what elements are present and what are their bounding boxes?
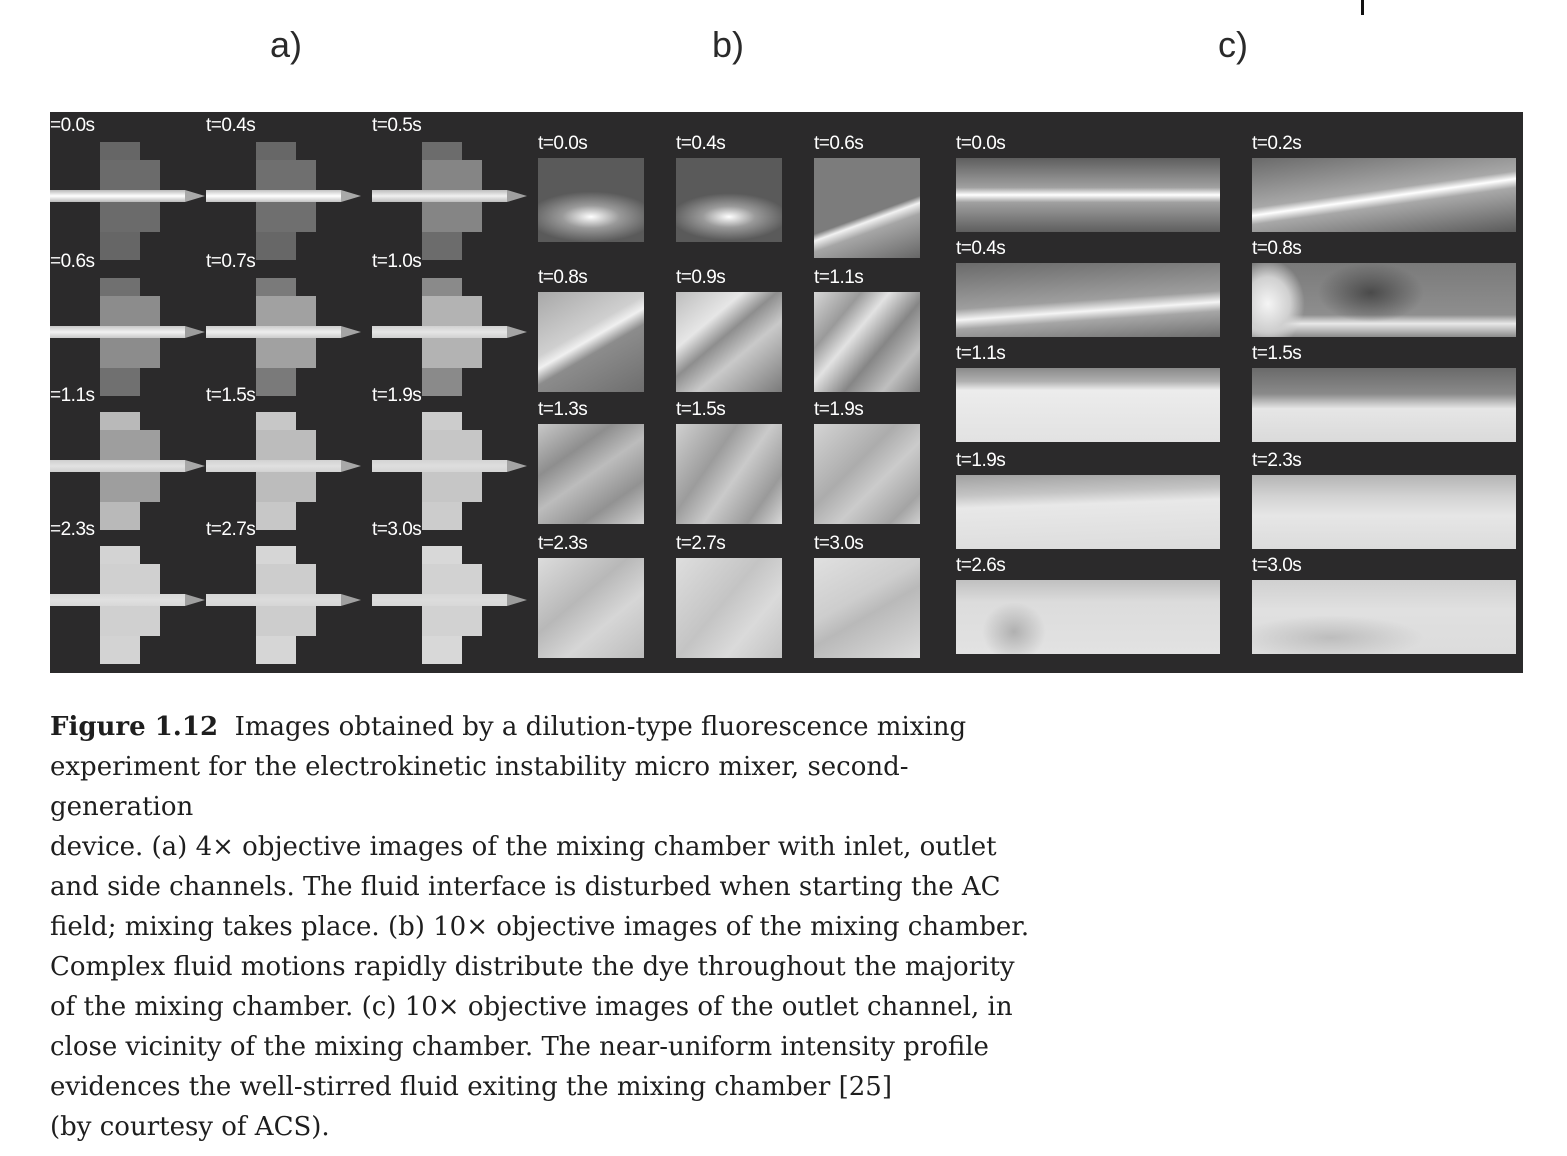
time-label: t=3.0s [1252, 555, 1302, 576]
caption-line: Figure 1.12 Images obtained by a dilutio… [50, 707, 1050, 747]
chamber-image [676, 158, 782, 242]
time-label: t=0.9s [676, 267, 726, 288]
figure-image-panel: =0.0s t=0.4s t=0.5s =0.6s [50, 112, 1523, 673]
time-label: t=2.6s [956, 555, 1006, 576]
chamber-image [372, 278, 542, 396]
page-corner-mark [1361, 0, 1364, 15]
time-label: t=2.3s [1252, 450, 1302, 471]
caption-line: (by courtesy of ACS). [50, 1112, 330, 1142]
time-label: t=1.9s [814, 399, 864, 420]
outlet-channel-image [956, 263, 1220, 337]
outlet-channel-image [956, 368, 1220, 442]
chamber-image [814, 292, 920, 392]
figure-caption: Figure 1.12 Images obtained by a dilutio… [50, 707, 1050, 1147]
time-label: t=0.7s [206, 251, 256, 272]
time-label: t=3.0s [814, 533, 864, 554]
time-label: =1.1s [50, 385, 95, 406]
time-label: t=2.7s [206, 519, 256, 540]
chamber-image [206, 412, 376, 530]
time-label: t=0.4s [676, 133, 726, 154]
time-label: =2.3s [50, 519, 95, 540]
time-label: t=0.8s [1252, 238, 1302, 259]
chamber-image [50, 412, 220, 530]
chamber-image [206, 142, 376, 260]
chamber-image [676, 558, 782, 658]
panel-letter-a: a) [270, 24, 303, 65]
time-label: t=0.2s [1252, 133, 1302, 154]
time-label: t=0.8s [538, 267, 588, 288]
caption-line: evidences the well-stirred fluid exiting… [50, 1072, 892, 1102]
caption-line: of the mixing chamber. (c) 10× objective… [50, 992, 1013, 1022]
chamber-image [538, 158, 644, 242]
time-label: t=0.0s [538, 133, 588, 154]
outlet-channel-image [956, 580, 1220, 654]
caption-line: close vicinity of the mixing chamber. Th… [50, 1032, 989, 1062]
time-label: t=0.5s [372, 115, 422, 136]
caption-line: and side channels. The fluid interface i… [50, 872, 1001, 902]
time-label: t=0.0s [956, 133, 1006, 154]
outlet-channel-image [1252, 263, 1516, 337]
panel-letter-c: c) [1218, 24, 1248, 65]
time-label: t=1.1s [814, 267, 864, 288]
time-label: =0.6s [50, 251, 95, 272]
time-label: t=1.9s [372, 385, 422, 406]
chamber-image [538, 424, 644, 524]
time-label: t=1.5s [206, 385, 256, 406]
chamber-image [814, 424, 920, 524]
time-label: t=3.0s [372, 519, 422, 540]
outlet-channel-image [1252, 368, 1516, 442]
chamber-image [538, 292, 644, 392]
outlet-channel-image [1252, 475, 1516, 549]
caption-line: device. (a) 4× objective images of the m… [50, 832, 997, 862]
outlet-channel-image [1252, 158, 1516, 232]
time-label: t=0.4s [956, 238, 1006, 259]
chamber-image [372, 546, 542, 664]
outlet-channel-image [1252, 580, 1516, 654]
time-label: t=0.4s [206, 115, 256, 136]
chamber-image [814, 558, 920, 658]
time-label: t=1.3s [538, 399, 588, 420]
time-label: t=1.9s [956, 450, 1006, 471]
chamber-image [372, 412, 542, 530]
chamber-image [206, 278, 376, 396]
time-label: t=1.5s [1252, 343, 1302, 364]
chamber-image [538, 558, 644, 658]
panel-letter-b: b) [712, 24, 745, 65]
chamber-image [676, 292, 782, 392]
caption-line: experiment for the electrokinetic instab… [50, 752, 909, 822]
figure-label: Figure 1.12 [50, 712, 219, 742]
time-label: =0.0s [50, 115, 95, 136]
chamber-image [372, 142, 542, 260]
time-label: t=0.6s [814, 133, 864, 154]
chamber-image [206, 546, 376, 664]
time-label: t=2.7s [676, 533, 726, 554]
caption-text: Images obtained by a dilution-type fluor… [234, 712, 967, 742]
chamber-image [814, 158, 920, 258]
time-label: t=1.1s [956, 343, 1006, 364]
chamber-image [50, 546, 220, 664]
chamber-image [50, 142, 220, 260]
chamber-image [676, 424, 782, 524]
outlet-channel-image [956, 158, 1220, 232]
caption-line: Complex fluid motions rapidly distribute… [50, 952, 1015, 982]
time-label: t=1.5s [676, 399, 726, 420]
outlet-channel-image [956, 475, 1220, 549]
time-label: t=2.3s [538, 533, 588, 554]
chamber-image [50, 278, 220, 396]
time-label: t=1.0s [372, 251, 422, 272]
caption-line: field; mixing takes place. (b) 10× objec… [50, 912, 1030, 942]
